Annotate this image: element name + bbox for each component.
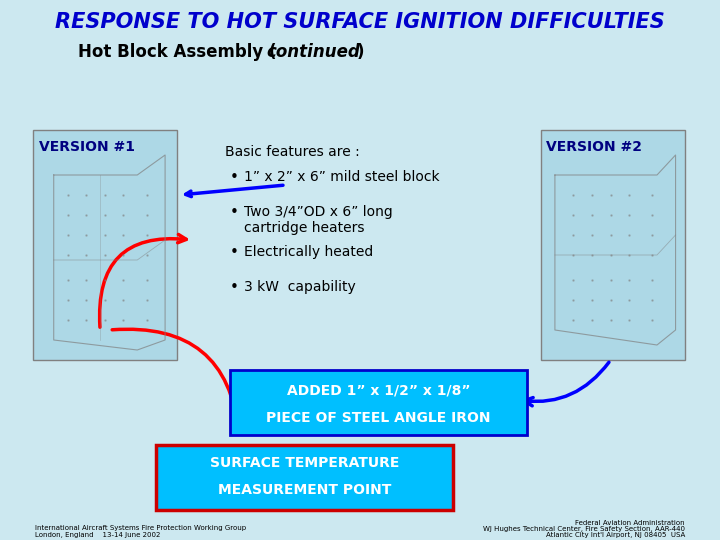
Text: 3 kW  capability: 3 kW capability bbox=[244, 280, 356, 294]
Text: WJ Hughes Technical Center, Fire Safety Section, AAR-440: WJ Hughes Technical Center, Fire Safety … bbox=[483, 526, 685, 532]
Text: RESPONSE TO HOT SURFACE IGNITION DIFFICULTIES: RESPONSE TO HOT SURFACE IGNITION DIFFICU… bbox=[55, 12, 665, 32]
Text: •: • bbox=[230, 245, 239, 260]
Text: International Aircraft Systems Fire Protection Working Group: International Aircraft Systems Fire Prot… bbox=[35, 525, 246, 531]
Text: MEASUREMENT POINT: MEASUREMENT POINT bbox=[217, 483, 391, 497]
Text: Hot Block Assembly (: Hot Block Assembly ( bbox=[78, 43, 276, 61]
Text: Basic features are :: Basic features are : bbox=[225, 145, 360, 159]
FancyBboxPatch shape bbox=[541, 130, 685, 360]
Text: VERSION #2: VERSION #2 bbox=[546, 140, 642, 154]
Text: London, England    13-14 June 2002: London, England 13-14 June 2002 bbox=[35, 532, 161, 538]
Text: PIECE OF STEEL ANGLE IRON: PIECE OF STEEL ANGLE IRON bbox=[266, 411, 491, 425]
FancyBboxPatch shape bbox=[33, 130, 177, 360]
FancyBboxPatch shape bbox=[230, 370, 527, 435]
Text: VERSION #1: VERSION #1 bbox=[39, 140, 135, 154]
Text: •: • bbox=[230, 205, 239, 220]
FancyBboxPatch shape bbox=[156, 445, 453, 510]
Text: Two 3/4”OD x 6” long
cartridge heaters: Two 3/4”OD x 6” long cartridge heaters bbox=[244, 205, 392, 235]
FancyArrowPatch shape bbox=[524, 362, 609, 406]
FancyArrowPatch shape bbox=[99, 234, 186, 327]
Text: ): ) bbox=[356, 43, 364, 61]
Text: Atlantic City Int'l Airport, NJ 08405  USA: Atlantic City Int'l Airport, NJ 08405 US… bbox=[546, 532, 685, 538]
Text: Electrically heated: Electrically heated bbox=[244, 245, 373, 259]
Text: •: • bbox=[230, 280, 239, 295]
Text: SURFACE TEMPERATURE: SURFACE TEMPERATURE bbox=[210, 456, 399, 470]
Text: 1” x 2” x 6” mild steel block: 1” x 2” x 6” mild steel block bbox=[244, 170, 440, 184]
Text: Federal Aviation Administration: Federal Aviation Administration bbox=[575, 520, 685, 526]
Text: •: • bbox=[230, 170, 239, 185]
Text: continued: continued bbox=[266, 43, 361, 61]
Text: ADDED 1” x 1/2” x 1/8”: ADDED 1” x 1/2” x 1/8” bbox=[287, 383, 470, 397]
FancyArrowPatch shape bbox=[112, 329, 242, 434]
